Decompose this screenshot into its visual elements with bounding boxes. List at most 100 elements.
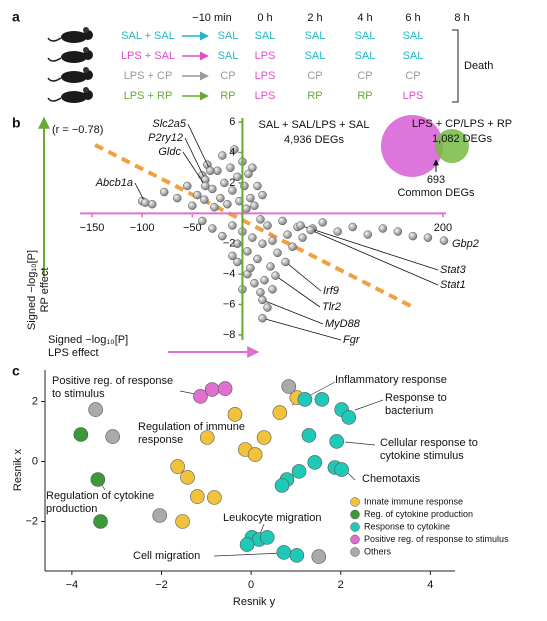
point bbox=[263, 221, 272, 230]
gene-label: Tlr2 bbox=[322, 301, 341, 313]
point bbox=[329, 434, 345, 449]
y-tick-label: 0 bbox=[32, 455, 38, 467]
legend-label: Positive reg. of response to stimulus bbox=[364, 534, 509, 544]
point bbox=[228, 186, 237, 195]
mouse-icon bbox=[47, 47, 93, 63]
point bbox=[378, 224, 388, 233]
point bbox=[276, 545, 292, 560]
point bbox=[291, 464, 307, 479]
cluster-label: Regulation of cytokine bbox=[46, 490, 154, 502]
panel-label: c bbox=[12, 363, 20, 379]
correlation: (r = −0.78) bbox=[52, 124, 103, 136]
state: LPS bbox=[255, 50, 276, 62]
cluster-label: Inflammatory response bbox=[335, 374, 447, 386]
point bbox=[341, 410, 357, 425]
cluster-label: to stimulus bbox=[52, 388, 105, 400]
point bbox=[220, 178, 229, 188]
y-tick-label: 2 bbox=[32, 395, 38, 407]
state: CP bbox=[307, 70, 322, 82]
point bbox=[73, 427, 89, 442]
point bbox=[175, 514, 190, 529]
point bbox=[253, 181, 262, 191]
point bbox=[296, 221, 305, 230]
leader bbox=[275, 275, 321, 308]
leader bbox=[262, 299, 324, 325]
leader bbox=[310, 229, 439, 286]
treatment: LPS + CP bbox=[124, 70, 173, 82]
point bbox=[298, 233, 307, 242]
point bbox=[190, 489, 205, 504]
gene-label: Slc2a5 bbox=[152, 118, 187, 130]
point bbox=[228, 221, 237, 230]
gene-label: Gbp2 bbox=[452, 238, 479, 250]
state: SAL bbox=[355, 50, 376, 62]
point bbox=[393, 227, 403, 236]
mouse-body bbox=[61, 31, 87, 43]
cluster-label: Cellular response to bbox=[380, 437, 478, 449]
x-tick-label: 4 bbox=[427, 579, 433, 591]
venn-label: SAL + SAL/LPS + SAL bbox=[259, 119, 370, 131]
mouse-icon bbox=[47, 67, 93, 83]
point bbox=[268, 285, 277, 294]
mouse-tail bbox=[47, 77, 62, 82]
leader bbox=[285, 261, 322, 292]
y-axis-label: RP effect bbox=[39, 268, 51, 313]
point bbox=[204, 382, 220, 397]
point bbox=[260, 275, 269, 285]
point bbox=[140, 198, 150, 207]
mouse-body bbox=[61, 91, 87, 103]
point bbox=[306, 225, 315, 235]
state: CP bbox=[220, 70, 235, 82]
gene-label: Irf9 bbox=[323, 285, 339, 297]
gene-label: Fgr bbox=[343, 334, 361, 346]
x-axis-label: LPS effect bbox=[48, 347, 99, 359]
cluster-label: Chemotaxis bbox=[362, 473, 421, 485]
point bbox=[244, 169, 253, 179]
point bbox=[297, 392, 313, 407]
mouse-tail bbox=[47, 97, 62, 102]
point bbox=[193, 389, 208, 404]
venn-label: 4,936 DEGs bbox=[284, 134, 344, 146]
mouse-ear bbox=[83, 47, 89, 53]
state: RP bbox=[307, 90, 322, 102]
point bbox=[170, 459, 185, 474]
legend-label: Others bbox=[364, 546, 392, 556]
point bbox=[233, 172, 242, 182]
y-tick-label: −4 bbox=[223, 268, 236, 280]
y-tick-label: −6 bbox=[223, 298, 236, 310]
y-tick-label: −2 bbox=[25, 515, 38, 527]
state: SAL bbox=[218, 50, 239, 62]
mouse-body bbox=[61, 51, 87, 63]
time-header: 6 h bbox=[405, 12, 420, 24]
point bbox=[281, 379, 297, 394]
point bbox=[258, 295, 267, 305]
gene-label: P2ry12 bbox=[148, 132, 183, 144]
point bbox=[248, 163, 257, 172]
y-tick-label: −2 bbox=[223, 238, 236, 250]
point bbox=[198, 216, 207, 226]
state: LPS bbox=[255, 70, 276, 82]
point bbox=[207, 490, 222, 505]
x-tick-label: −50 bbox=[183, 222, 202, 234]
legend-label: Reg. of cytokine production bbox=[364, 509, 473, 519]
x-axis-label: Resnik y bbox=[233, 596, 276, 608]
point bbox=[289, 548, 305, 563]
point bbox=[348, 222, 357, 232]
legend-swatch bbox=[350, 547, 360, 557]
point bbox=[408, 231, 418, 241]
cluster-label: Leukocyte migration bbox=[223, 512, 321, 524]
leader bbox=[354, 399, 384, 411]
gene-label: Abcb1a bbox=[95, 177, 133, 189]
point bbox=[147, 199, 157, 209]
mouse-icon bbox=[47, 27, 93, 43]
x-tick-label: 2 bbox=[338, 579, 344, 591]
point bbox=[256, 430, 272, 445]
point bbox=[301, 428, 317, 443]
point bbox=[439, 236, 449, 245]
mouse-body bbox=[61, 71, 87, 83]
y-tick-label: 4 bbox=[229, 146, 235, 158]
leader bbox=[259, 523, 265, 535]
point bbox=[273, 248, 282, 258]
point bbox=[200, 195, 209, 204]
